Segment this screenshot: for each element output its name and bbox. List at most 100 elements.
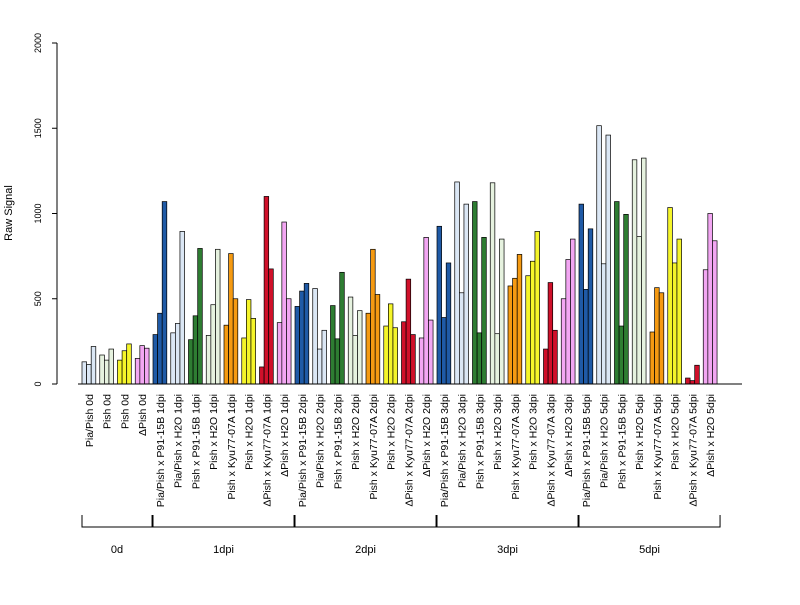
bar [90, 346, 97, 385]
x-tick-label: Pish x Kyu77-07A 3dpi [510, 394, 522, 500]
bar [139, 345, 145, 385]
bar [192, 315, 199, 385]
x-tick-label: Pia/Pish x P91-15B 3dpi [439, 394, 451, 507]
bar [552, 329, 558, 385]
bar [179, 231, 185, 385]
time-group-brackets: 0d 1dpi 2dpi 3dpi 5dpi [81, 515, 721, 556]
bar [232, 298, 239, 385]
x-tick-label: ΔPish x Kyu77-07A 3dpi [545, 394, 557, 507]
bar [631, 159, 638, 385]
bar [560, 298, 567, 385]
x-tick-label: Pish x H2O 1dpi [208, 394, 220, 470]
bar [671, 262, 678, 385]
x-tick-label: Pia/Pish x P91-15B 1dpi [155, 394, 167, 507]
bar [525, 275, 531, 385]
bar [321, 329, 327, 385]
time-group-bracket [81, 515, 153, 528]
bar [418, 337, 425, 385]
bar [587, 228, 594, 385]
x-tick-label: Pish x H2O 3dpi [528, 394, 540, 470]
x-tick-label: Pish 0d [119, 394, 131, 429]
bar [649, 331, 655, 385]
bar [712, 240, 718, 385]
time-group-label: 0d [111, 544, 123, 556]
bar [286, 298, 292, 385]
bar [578, 203, 584, 385]
x-tick-label: Pia/Pish x H2O 5dpi [599, 394, 611, 488]
bar [330, 305, 336, 385]
bar [126, 343, 132, 385]
bar [228, 253, 234, 385]
bar [86, 364, 92, 385]
x-tick-label: Pish x H2O 3dpi [492, 394, 504, 470]
x-tick-label: Pish x Kyu77-07A 1dpi [226, 394, 238, 500]
x-tick-label: ΔPish x H2O 1dpi [279, 394, 291, 477]
x-tick-label: Pish x P91-15B 1dpi [190, 394, 202, 489]
bar [499, 238, 505, 385]
time-group-label: 5dpi [639, 544, 660, 556]
bar [707, 213, 713, 385]
bar [641, 157, 647, 385]
bar [454, 181, 460, 385]
bar [303, 283, 310, 385]
bar [108, 348, 114, 385]
bar [161, 201, 168, 385]
bar [152, 334, 158, 385]
x-tick-labels: Pia/Pish 0d Pish 0d Pish 0d ΔPish 0d Pia/Pis… [84, 394, 717, 507]
bar [507, 285, 513, 385]
x-tick-label: Pish x P91-15B 5dpi [616, 394, 628, 489]
x-tick-label: ΔPish x Kyu77-07A 5dpi [687, 394, 699, 507]
bar [600, 263, 607, 385]
bar [188, 339, 194, 385]
bar [374, 294, 381, 385]
bar [543, 348, 549, 385]
x-tick-label: ΔPish 0d [137, 394, 149, 436]
bar [667, 207, 673, 385]
x-tick-label: Pish x P91-15B 3dpi [474, 394, 486, 489]
bar [685, 377, 691, 385]
bar [636, 236, 642, 385]
bar [103, 359, 110, 385]
bar [623, 214, 629, 385]
bar [512, 277, 518, 385]
y-tick-label: 1500 [33, 118, 43, 138]
bar [388, 303, 394, 385]
x-tick-label: Pish x H2O 2dpi [386, 394, 398, 470]
y-tick-label: 1000 [33, 203, 43, 223]
bar [583, 289, 589, 385]
bar [241, 337, 247, 385]
bar [352, 335, 358, 385]
x-tick-label: Pish x H2O 5dpi [670, 394, 682, 470]
bar [614, 201, 620, 385]
bar [312, 288, 318, 385]
time-group-bracket [152, 515, 295, 528]
y-tick-label: 2000 [33, 33, 43, 53]
y-tick-label: 0 [33, 381, 43, 386]
bar [392, 327, 398, 385]
bar [459, 292, 465, 385]
bar [281, 221, 287, 385]
bar [210, 304, 216, 385]
bar [596, 125, 602, 385]
bar [481, 237, 487, 385]
bar [334, 338, 341, 385]
x-tick-label: Pia/Pish 0d [84, 394, 96, 447]
bar [472, 201, 478, 385]
bar [294, 306, 300, 385]
x-tick-label: ΔPish x Kyu77-07A 1dpi [261, 394, 273, 507]
bar [702, 269, 709, 385]
x-tick-label: ΔPish x H2O 2dpi [421, 394, 433, 477]
x-tick-label: ΔPish x H2O 5dpi [705, 394, 717, 477]
bar [516, 254, 523, 385]
bar [263, 196, 270, 385]
bar [370, 248, 376, 385]
bar [689, 380, 696, 385]
bar [299, 290, 305, 385]
bar [676, 238, 682, 385]
time-group-label: 3dpi [497, 544, 518, 556]
y-axis: 0 500 1000 1500 2000 [33, 33, 58, 387]
bar [476, 332, 483, 385]
bar [410, 334, 416, 385]
x-tick-label: Pish x H2O 2dpi [350, 394, 362, 470]
x-tick-label: ΔPish x Kyu77-07A 2dpi [403, 394, 415, 507]
